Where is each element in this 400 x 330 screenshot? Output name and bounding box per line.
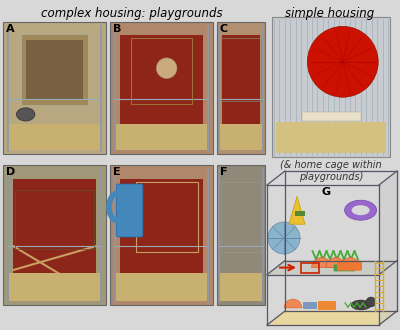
Bar: [110, 22, 213, 154]
Text: complex housing: playgrounds: complex housing: playgrounds: [41, 7, 223, 20]
Ellipse shape: [352, 205, 370, 215]
Circle shape: [366, 297, 376, 307]
Bar: [303, 302, 318, 309]
Text: C: C: [220, 24, 228, 34]
Text: B: B: [113, 24, 121, 34]
Ellipse shape: [16, 108, 35, 121]
Bar: [9, 273, 100, 301]
Bar: [3, 165, 106, 305]
Text: G: G: [322, 187, 331, 197]
Circle shape: [308, 26, 378, 97]
Wedge shape: [284, 299, 302, 308]
Bar: [295, 211, 305, 216]
Bar: [15, 190, 94, 249]
Ellipse shape: [345, 200, 377, 220]
Text: E: E: [113, 167, 121, 177]
Bar: [110, 165, 213, 305]
Bar: [222, 35, 260, 144]
FancyBboxPatch shape: [334, 264, 356, 271]
FancyBboxPatch shape: [337, 261, 362, 271]
Bar: [130, 38, 192, 104]
Bar: [272, 17, 390, 157]
FancyBboxPatch shape: [116, 184, 143, 237]
Bar: [26, 41, 83, 99]
Text: A: A: [6, 24, 15, 34]
Bar: [220, 273, 262, 301]
Wedge shape: [340, 258, 360, 268]
Bar: [22, 35, 88, 104]
Wedge shape: [326, 258, 346, 268]
Polygon shape: [289, 196, 305, 224]
Bar: [301, 263, 319, 273]
FancyBboxPatch shape: [318, 301, 336, 310]
Bar: [217, 22, 265, 154]
Bar: [120, 179, 203, 294]
Wedge shape: [312, 258, 332, 268]
Bar: [9, 124, 100, 150]
Polygon shape: [267, 261, 397, 275]
Text: simple housing: simple housing: [285, 7, 375, 20]
Bar: [221, 182, 261, 252]
Bar: [217, 165, 265, 305]
Bar: [13, 179, 96, 294]
Circle shape: [156, 58, 177, 79]
Polygon shape: [379, 171, 397, 325]
Text: F: F: [220, 167, 228, 177]
Bar: [220, 124, 262, 150]
Text: (& home cage within
playgrounds): (& home cage within playgrounds): [280, 160, 382, 182]
Bar: [221, 38, 261, 101]
Bar: [116, 124, 207, 150]
Bar: [120, 35, 203, 144]
Bar: [276, 122, 386, 153]
Bar: [3, 22, 106, 154]
Bar: [116, 273, 207, 301]
Polygon shape: [267, 311, 397, 325]
Text: D: D: [6, 167, 15, 177]
Bar: [136, 182, 198, 252]
Bar: [302, 112, 360, 120]
Ellipse shape: [351, 300, 371, 310]
Circle shape: [268, 222, 300, 254]
